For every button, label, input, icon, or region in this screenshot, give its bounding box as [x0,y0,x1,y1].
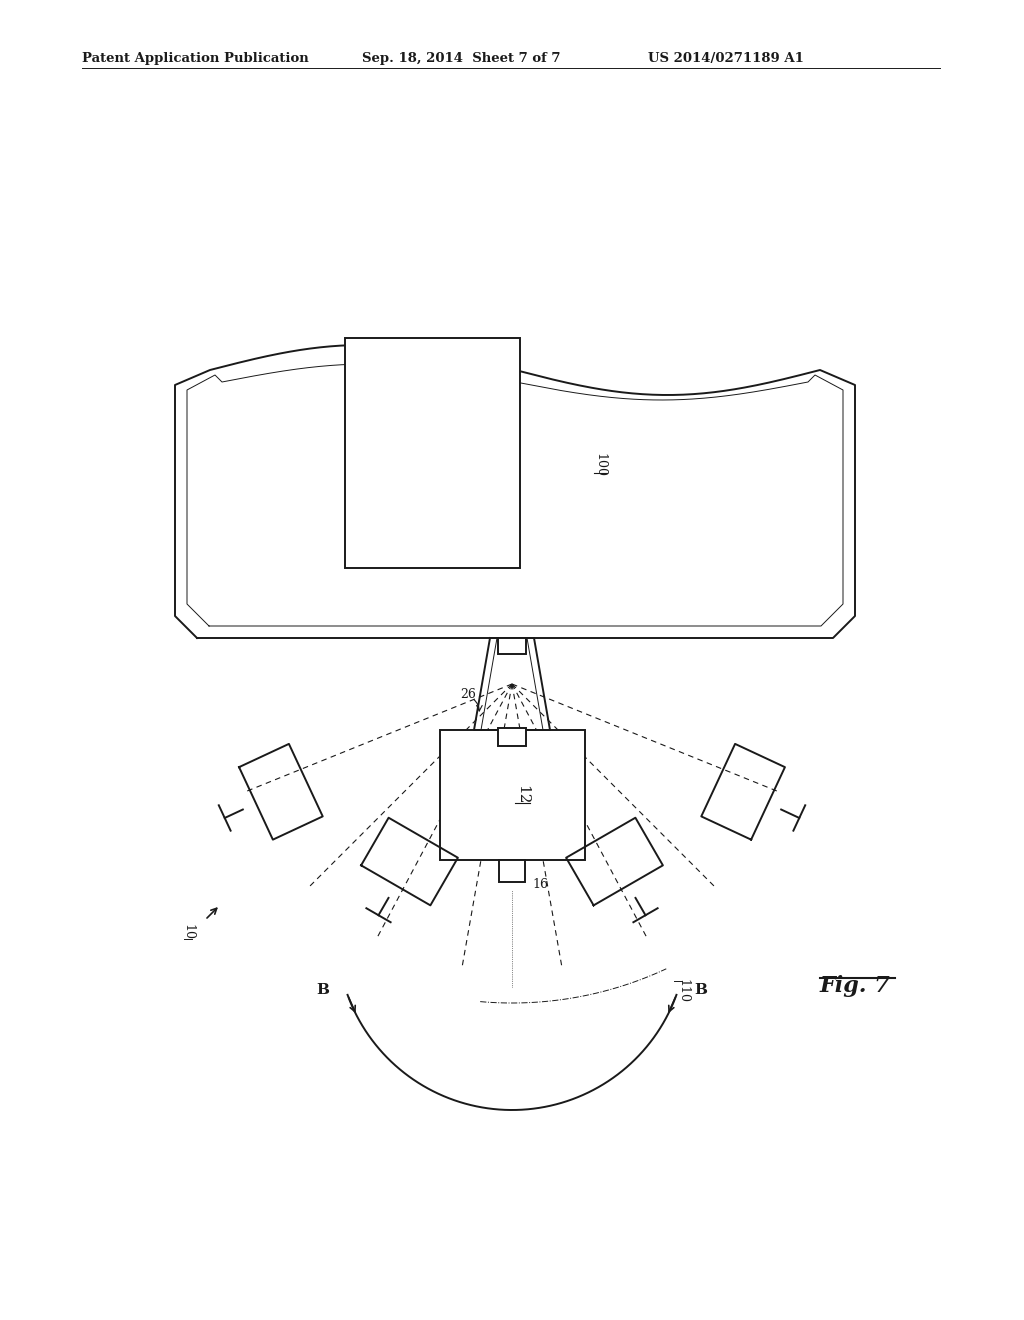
Bar [499,861,525,882]
Text: Patent Application Publication: Patent Application Publication [82,51,309,65]
Text: 110: 110 [676,979,689,1003]
Text: 12: 12 [515,785,529,805]
Text: Sep. 18, 2014  Sheet 7 of 7: Sep. 18, 2014 Sheet 7 of 7 [362,51,560,65]
Text: 100: 100 [594,453,606,477]
Text: US 2014/0271189 A1: US 2014/0271189 A1 [648,51,804,65]
Text: B: B [694,983,708,997]
Text: 10: 10 [181,924,195,940]
Bar [498,729,526,746]
Text: B: B [316,983,330,997]
Bar [440,730,585,861]
Text: Fig. 7: Fig. 7 [820,975,891,997]
Bar [498,638,526,653]
Text: 26: 26 [460,689,476,701]
Text: 16: 16 [532,878,548,891]
Bar [345,338,520,568]
